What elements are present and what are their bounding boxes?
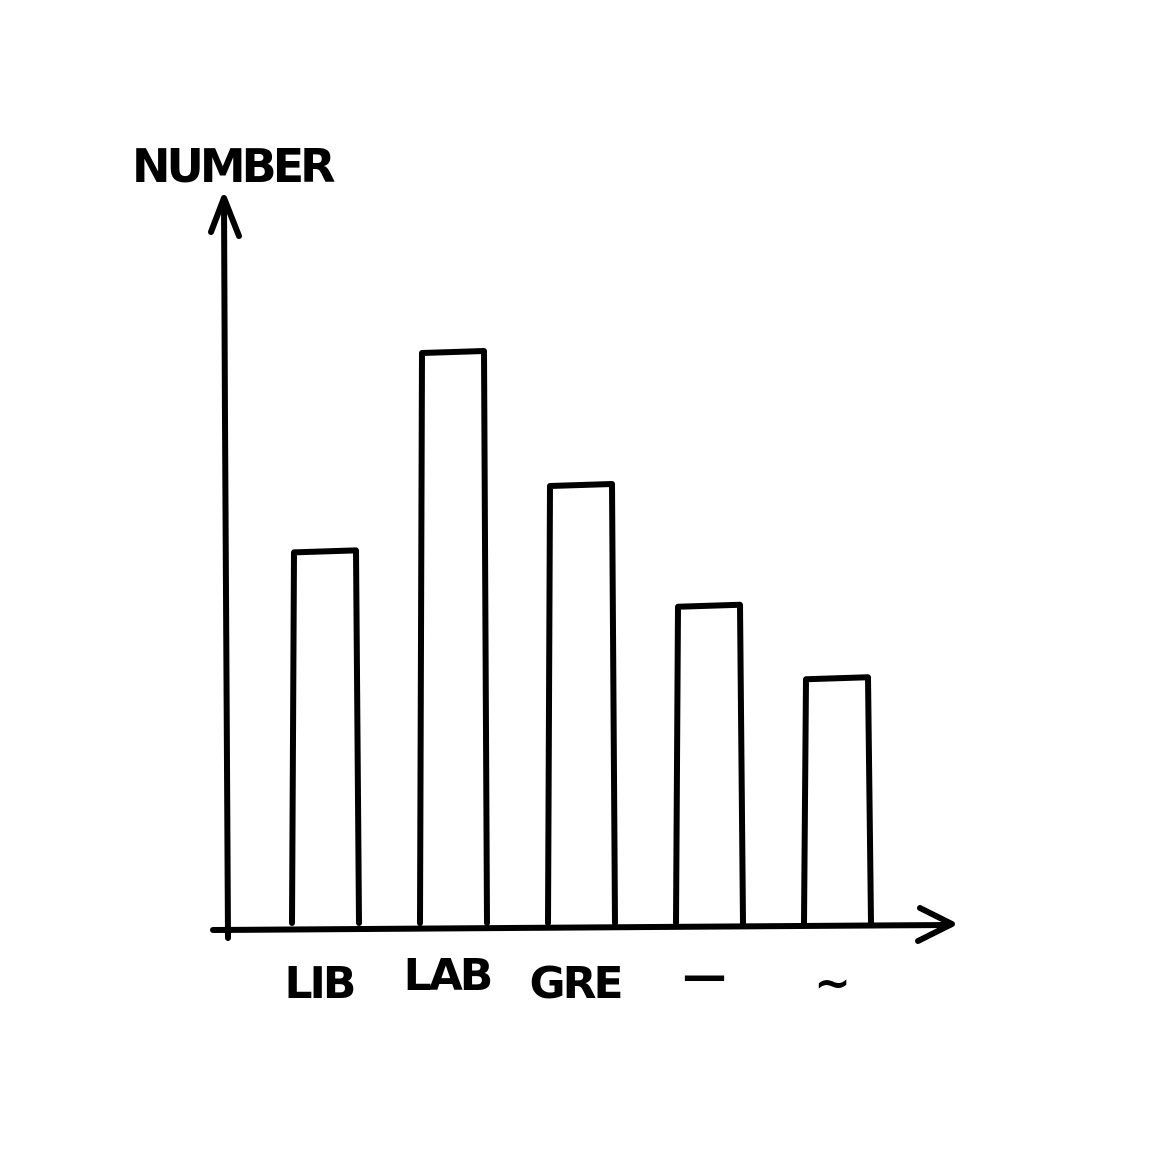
x-tick-label-5: ~ bbox=[814, 958, 848, 1009]
x-tick-label-2: LAB bbox=[404, 950, 491, 1001]
bar-5 bbox=[801, 674, 874, 926]
x-tick-labels: LIB LAB GRE — ~ bbox=[285, 950, 851, 1009]
bar-3 bbox=[545, 480, 618, 926]
x-tick-label-3: GRE bbox=[529, 958, 620, 1009]
x-tick-label-1: LIB bbox=[285, 958, 354, 1009]
bar-4 bbox=[673, 601, 746, 926]
y-axis-arrowhead bbox=[208, 195, 242, 239]
axes bbox=[208, 195, 955, 944]
bar-2 bbox=[417, 348, 490, 926]
x-axis-arrowhead bbox=[915, 905, 955, 944]
bars bbox=[289, 348, 874, 926]
x-axis-line bbox=[210, 922, 953, 933]
y-axis-label: NUMBER bbox=[132, 139, 335, 193]
x-tick-label-4: — bbox=[683, 950, 725, 1001]
bar-1 bbox=[289, 547, 362, 926]
y-axis-line bbox=[221, 202, 231, 941]
